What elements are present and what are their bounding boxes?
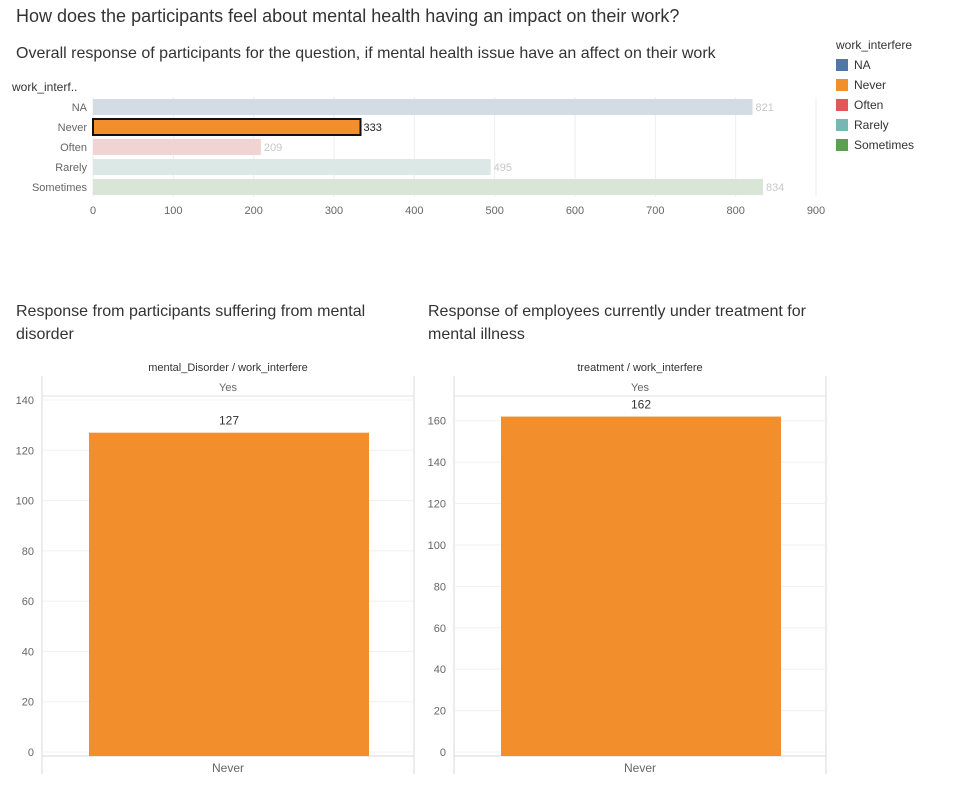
legend-item-rarely[interactable]: Rarely	[836, 115, 961, 135]
x-tick-label: 200	[244, 205, 262, 217]
legend-label-na: NA	[854, 58, 871, 72]
y-tick-label: Sometimes	[32, 182, 88, 194]
x-tick-label: 400	[405, 205, 423, 217]
dashboard-title: How does the participants feel about men…	[16, 6, 680, 26]
data-label: 333	[364, 122, 382, 134]
column-header: Yes	[631, 382, 649, 394]
y-tick-label: 100	[16, 496, 34, 508]
x-tick-label: 100	[164, 205, 182, 217]
y-tick-label: 20	[434, 706, 446, 718]
bar-never	[501, 416, 781, 756]
x-tick-label: 800	[726, 205, 744, 217]
legend-label-often: Often	[854, 98, 884, 112]
treatment-bar-chart: treatment / work_interfere Yes 0 20 40 60 80 10…	[428, 362, 827, 775]
bar-na	[93, 99, 753, 115]
legend-item-sometimes[interactable]: Sometimes	[836, 135, 961, 155]
data-label: 821	[756, 102, 774, 114]
legend-swatch-na	[836, 59, 848, 71]
x-tick-label: Never	[212, 761, 244, 775]
bar-often	[93, 139, 261, 155]
y-tick-label: Often	[60, 142, 87, 154]
bar-sometimes	[93, 179, 763, 195]
data-label: 209	[264, 142, 282, 154]
y-tick-label: 20	[22, 697, 34, 709]
y-tick-label: Never	[58, 122, 88, 134]
y-tick-label: 0	[440, 747, 446, 759]
y-tick-label: NA	[72, 102, 88, 114]
legend-item-na[interactable]: NA	[836, 55, 961, 75]
row-header: work_interf..	[11, 80, 77, 94]
y-tick-label: 60	[22, 596, 34, 608]
x-tick-label: 900	[807, 205, 825, 217]
y-tick-label: Rarely	[55, 162, 87, 174]
legend: work_interfere NA Never Often Rarely Som…	[836, 38, 961, 155]
y-tick-label: 60	[434, 623, 446, 635]
data-label: 162	[631, 398, 651, 412]
chart-title-overall: Overall response of participants for the…	[16, 45, 716, 62]
column-header: Yes	[219, 382, 237, 394]
y-tick-label: 140	[428, 457, 446, 469]
overall-bar-chart: work_interf.. 0 100 200 300 400 500 600 700 800 90…	[11, 80, 825, 217]
y-tick-label: 0	[28, 747, 34, 759]
legend-item-often[interactable]: Often	[836, 95, 961, 115]
mental-disorder-bar-chart: mental_Disorder / work_interfere Yes 0 20 40…	[16, 362, 415, 775]
y-tick-label: 100	[428, 540, 446, 552]
chart-header: treatment / work_interfere	[577, 362, 702, 374]
legend-swatch-never	[836, 79, 848, 91]
bar-never	[89, 432, 369, 756]
bar-rarely	[93, 159, 491, 175]
y-tick-label: 40	[22, 646, 34, 658]
x-tick-label: 300	[325, 205, 343, 217]
chart-title-mental-disorder: Response from participants suffering fro…	[16, 303, 366, 343]
y-tick-label: 120	[16, 445, 34, 457]
y-tick-label: 160	[428, 416, 446, 428]
bar-never	[92, 118, 362, 136]
data-label: 495	[494, 162, 512, 174]
data-label: 127	[219, 414, 239, 428]
legend-label-rarely: Rarely	[854, 118, 889, 132]
data-label: 834	[766, 182, 784, 194]
x-tick-label: 0	[90, 205, 96, 217]
chart-title-treatment: Response of employees currently under tr…	[428, 303, 806, 343]
legend-swatch-often	[836, 99, 848, 111]
legend-swatch-sometimes	[836, 139, 848, 151]
legend-swatch-rarely	[836, 119, 848, 131]
x-tick-label: 700	[646, 205, 664, 217]
y-tick-label: 120	[428, 499, 446, 511]
y-tick-label: 140	[16, 395, 34, 407]
y-tick-label: 80	[434, 581, 446, 593]
x-tick-label: Never	[624, 761, 656, 775]
y-tick-label: 80	[22, 546, 34, 558]
y-tick-label: 40	[434, 664, 446, 676]
x-tick-label: 600	[566, 205, 584, 217]
legend-item-never[interactable]: Never	[836, 75, 961, 95]
legend-title: work_interfere	[836, 38, 913, 52]
legend-label-never: Never	[854, 78, 887, 92]
chart-header: mental_Disorder / work_interfere	[148, 362, 308, 374]
legend-label-sometimes: Sometimes	[854, 138, 915, 152]
x-tick-label: 500	[485, 205, 503, 217]
